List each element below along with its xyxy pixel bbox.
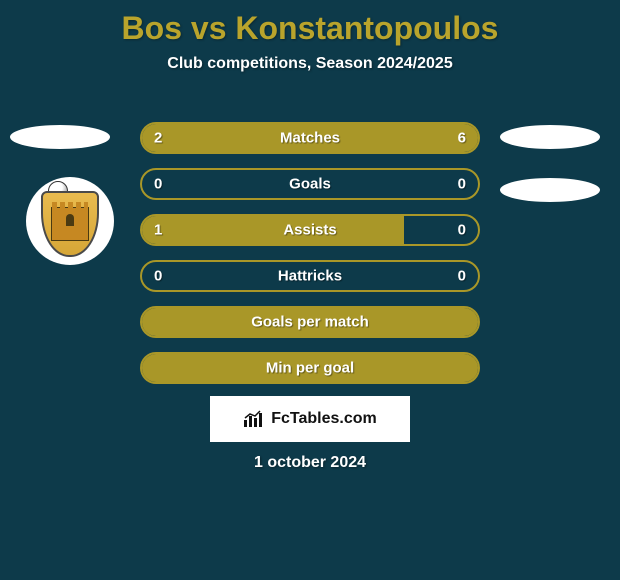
- chart-icon: [243, 410, 265, 428]
- logo-text: FcTables.com: [271, 410, 377, 428]
- stat-label: Hattricks: [142, 268, 478, 285]
- team-crest: [26, 177, 114, 265]
- player-left-badge-placeholder: [10, 125, 110, 149]
- shield-icon: [41, 191, 99, 257]
- comparison-infographic: Bos vs Konstantopoulos Club competitions…: [0, 0, 620, 580]
- stat-label: Min per goal: [142, 360, 478, 377]
- stat-row: 00Hattricks: [140, 260, 480, 292]
- player-right-badge-placeholder-2: [500, 178, 600, 202]
- date-text: 1 october 2024: [0, 454, 620, 472]
- stat-row: Min per goal: [140, 352, 480, 384]
- stat-label: Goals per match: [142, 314, 478, 331]
- crest-circle: [26, 177, 114, 265]
- page-title: Bos vs Konstantopoulos: [0, 0, 620, 55]
- stat-label: Assists: [142, 222, 478, 239]
- castle-icon: [51, 207, 89, 241]
- stat-label: Goals: [142, 176, 478, 193]
- stat-row: 26Matches: [140, 122, 480, 154]
- stat-bars: 26Matches 00Goals 10Assists 00Hattricks Goal…: [140, 122, 480, 398]
- subtitle: Club competitions, Season 2024/2025: [0, 55, 620, 73]
- stat-label: Matches: [142, 130, 478, 147]
- stat-row: 10Assists: [140, 214, 480, 246]
- player-right-badge-placeholder-1: [500, 125, 600, 149]
- source-logo: FcTables.com: [210, 396, 410, 442]
- stat-row: Goals per match: [140, 306, 480, 338]
- stat-row: 00Goals: [140, 168, 480, 200]
